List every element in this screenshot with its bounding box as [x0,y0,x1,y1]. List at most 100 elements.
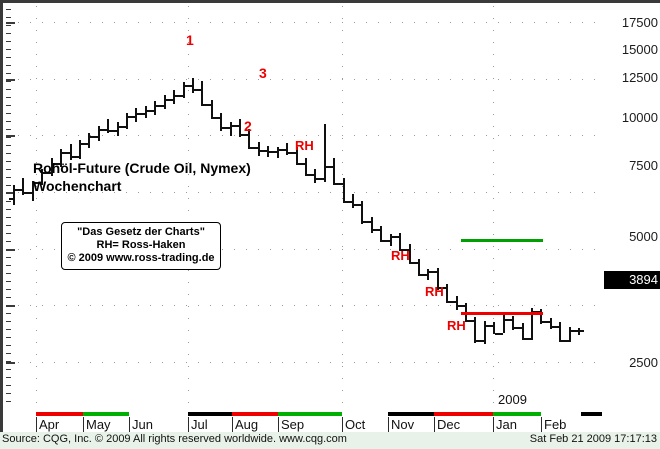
month-divider [232,417,233,432]
axis-tick-minor [6,241,11,242]
ohlc-open-tick [405,249,409,251]
ohlc-open-tick [254,147,258,149]
ohlc-open-tick [226,127,230,129]
chart-title-line2: Wochenchart [33,178,122,194]
month-label-jan: Jan [496,417,517,432]
month-color-segment [6,412,36,416]
ohlc-close-tick [269,151,273,153]
ohlc-open-tick [527,338,531,340]
axis-tick-minor [6,81,11,82]
ohlc-close-tick [34,182,38,184]
ohlc-open-tick [273,151,277,153]
ohlc-bar [361,201,363,224]
axis-tick-minor [6,353,11,354]
axis-tick-minor [6,161,11,162]
axis-tick-minor [6,313,11,314]
price-tick-label: 5000 [629,229,658,244]
ohlc-bar [211,100,213,119]
footer-bar: Source: CQG, Inc. © 2009 All rights rese… [0,432,660,449]
ohlc-open-tick [555,326,559,328]
ohlc-open-tick [480,340,484,342]
ohlc-bar [352,194,354,208]
ohlc-bar [437,268,439,290]
ohlc-close-tick [166,99,170,101]
ohlc-close-tick [486,325,490,327]
ohlc-bar [305,158,307,176]
month-color-segment [493,412,541,416]
ohlc-close-tick [571,330,575,332]
axis-tick-minor [6,217,11,218]
ohlc-open-tick [113,130,117,132]
price-plot-area[interactable]: 1 3 2 RH RH RH RH Rohöl-Future (Crude Oil, Nym… [0,0,602,406]
ohlc-open-tick [47,172,51,174]
month-divider [541,417,542,432]
ohlc-close-tick [505,319,509,321]
ohlc-close-tick [72,156,76,158]
ohlc-open-tick [574,330,578,332]
ohlc-bar [314,169,316,183]
axis-tick-minor [6,265,11,266]
price-axis[interactable]: 17500 15000 12500 10000 7500 5000 2500 3894 [602,0,660,406]
ohlc-open-tick [160,105,164,107]
ohlc-open-tick [235,125,239,127]
month-color-segment [541,412,581,416]
ohlc-open-tick [282,149,286,151]
axis-tick-minor [6,289,11,290]
ohlc-bar [343,178,345,203]
ohlc-open-tick [452,301,456,303]
ohlc-bar [154,101,156,115]
ohlc-close-tick [335,183,339,185]
ohlc-open-tick [376,229,380,231]
axis-tick-minor [6,401,11,402]
ohlc-close-tick [62,152,66,154]
ohlc-open-tick [518,327,522,329]
ohlc-close-tick [448,301,452,303]
ohlc-close-tick [119,126,123,128]
ohlc-bar [126,113,128,129]
annotation-ross-hook: RH [425,284,444,299]
ohlc-bar [324,124,326,182]
ohlc-close-tick [580,330,584,332]
axis-tick-minor [6,97,11,98]
axis-tick-minor [6,329,11,330]
ohlc-bar [569,327,571,342]
ohlc-open-tick [329,166,333,168]
month-divider [278,417,279,432]
ohlc-close-tick [175,95,179,97]
axis-tick-minor [6,153,11,154]
gridline-horizontal [6,249,602,250]
ohlc-open-tick [470,320,474,322]
ohlc-open-tick [395,236,399,238]
ohlc-close-tick [326,166,330,168]
month-divider [388,417,389,432]
gridline-vertical [493,6,494,406]
ohlc-open-tick [56,163,60,165]
axis-tick-minor [6,393,11,394]
month-color-bar [3,412,605,416]
ohlc-close-tick [137,113,141,115]
month-color-segment [388,412,434,416]
ohlc-open-tick [310,174,314,176]
ohlc-open-tick [348,201,352,203]
time-axis[interactable]: 2009 Apr May Jun Jul Aug Sep Oct Nov Dec Jan Feb [0,392,605,432]
month-label-feb: Feb [544,417,567,432]
month-label-nov: Nov [391,417,415,432]
ohlc-close-tick [100,129,104,131]
ohlc-open-tick [489,325,493,327]
ohlc-open-tick [461,305,465,307]
ohlc-open-tick [179,95,183,97]
ohlc-bar [117,122,119,136]
axis-tick-minor [6,361,11,362]
ohlc-close-tick [232,125,236,127]
ohlc-close-tick [185,85,189,87]
trendline-resistance [461,239,543,242]
ohlc-close-tick [382,240,386,242]
source-attribution: Source: CQG, Inc. © 2009 All rights rese… [2,433,347,445]
ohlc-close-tick [156,105,160,107]
axis-tick-minor [6,337,11,338]
ohlc-open-tick [386,240,390,242]
axis-tick-minor [6,129,11,130]
ohlc-close-tick [354,204,358,206]
ohlc-close-tick [298,163,302,165]
axis-tick-major [6,249,15,251]
